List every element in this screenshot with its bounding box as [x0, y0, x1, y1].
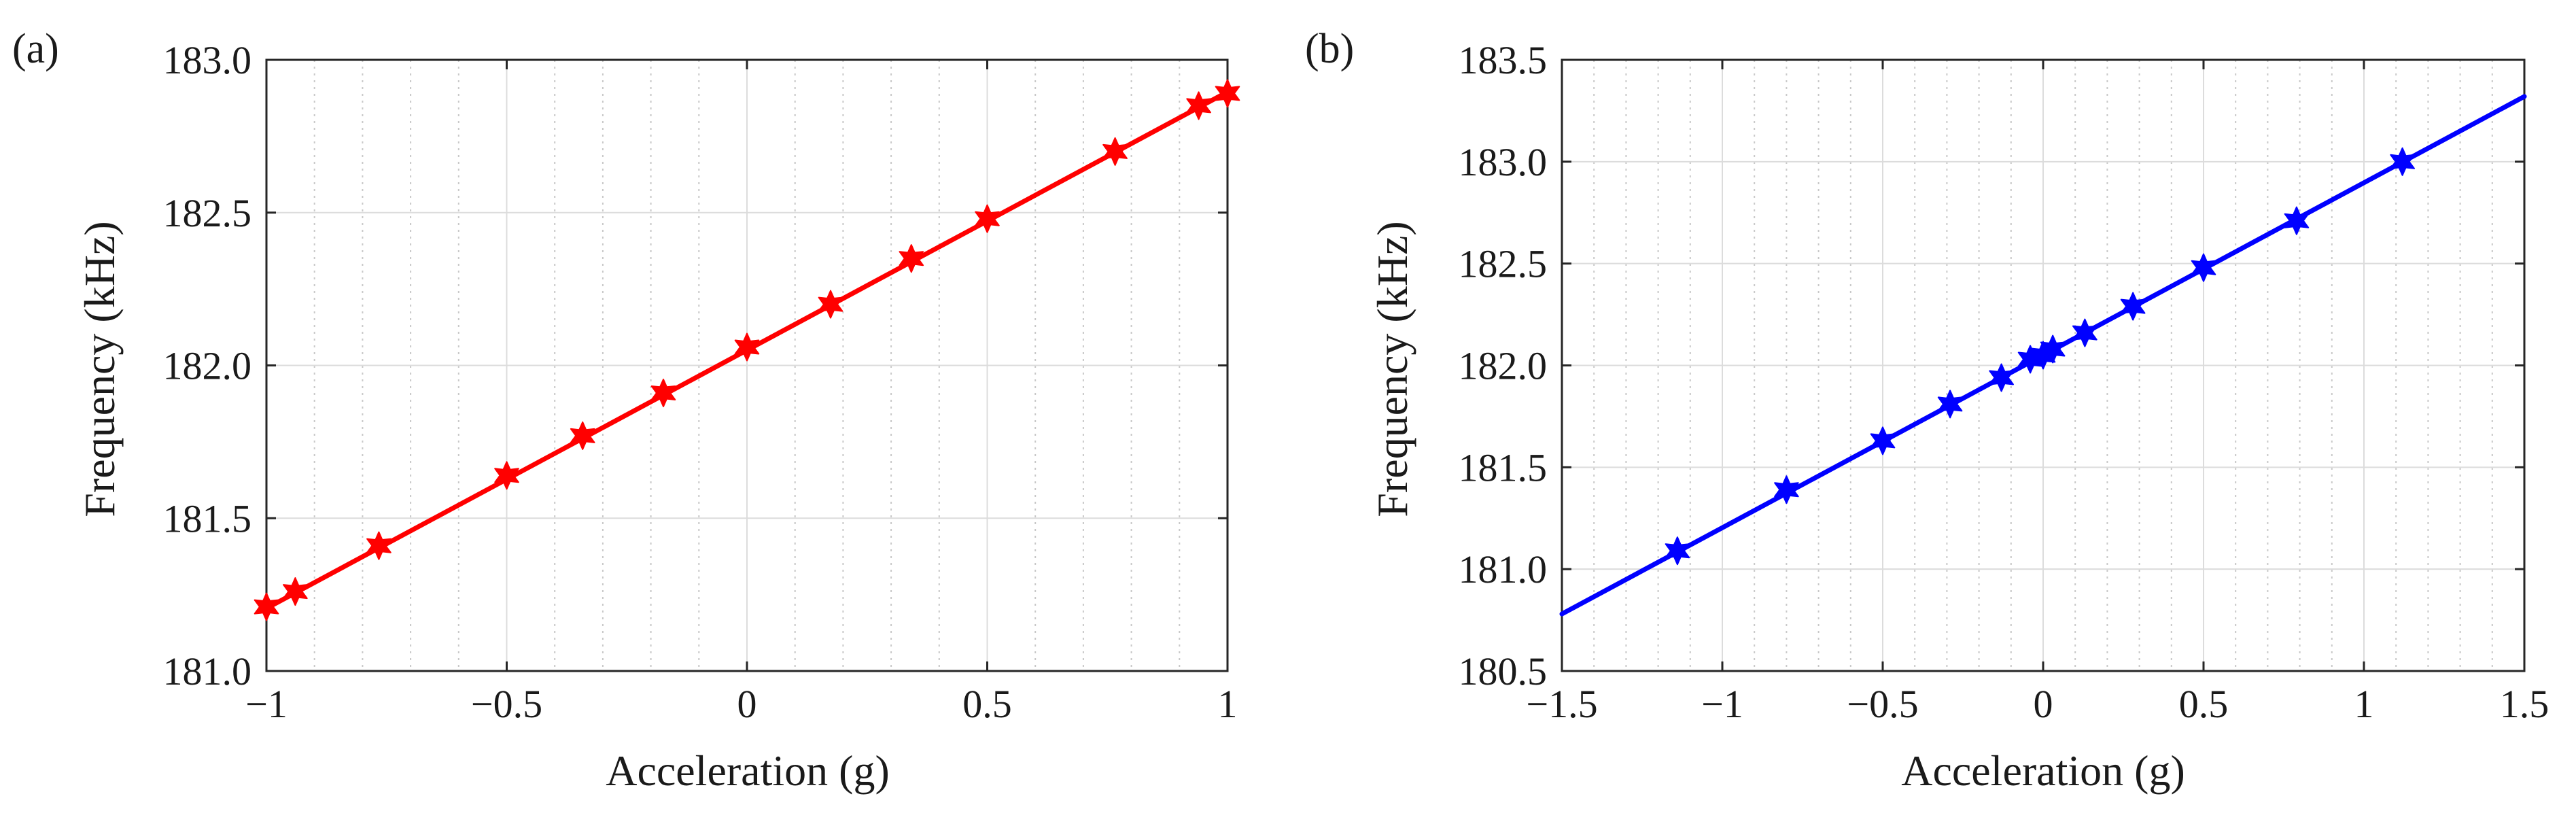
- panel-a-data-point: [734, 332, 760, 362]
- panel-b-ylabel: Frequency (kHz): [1368, 221, 1416, 517]
- panel-b: (b) −1.5 −1 −0.5 0 0.5 1 1.5 180.5 181.0 181.5 182…: [1305, 26, 2549, 795]
- panel-a-ytick-label: 181.0: [163, 649, 252, 693]
- panel-a-data-point: [899, 244, 924, 273]
- panel-a-data-point: [494, 461, 519, 490]
- panel-b-xtick-label: 1: [2354, 682, 2374, 726]
- panel-b-xtick-label: 1.5: [2500, 682, 2549, 726]
- panel-a-ylabel: Frequency (kHz): [75, 221, 124, 517]
- panel-b-data-point: [2120, 292, 2146, 321]
- panel-b-data-point: [1870, 426, 1896, 455]
- panel-a-xlabel: Acceleration (g): [606, 746, 890, 795]
- panel-a-data-point: [818, 290, 843, 319]
- panel-b-data-point: [2072, 318, 2098, 347]
- panel-a-data-point: [1215, 79, 1240, 108]
- panel-b-ticks: −1.5 −1 −0.5 0 0.5 1 1.5 180.5 181.0 181.5 182.0 18…: [1459, 38, 2549, 726]
- panel-b-data-point: [2191, 253, 2216, 282]
- panel-b-xlabel: Acceleration (g): [1901, 746, 2185, 795]
- panel-a-ytick-label: 183.0: [163, 38, 252, 82]
- panel-a-xtick-label: 1: [1218, 682, 1238, 726]
- panel-a-label: (a): [12, 26, 59, 72]
- panel-b-xtick-label: 0.5: [2179, 682, 2229, 726]
- panel-a-xtick-label: −0.5: [471, 682, 542, 726]
- panel-a-data-point: [1186, 91, 1211, 120]
- panel-b-ytick-label: 181.0: [1459, 547, 1548, 591]
- panel-a-ytick-label: 182.0: [163, 344, 252, 388]
- panel-a-data-point: [254, 592, 279, 621]
- panel-a-data-point: [975, 204, 1000, 233]
- panel-a-data-point: [1102, 137, 1128, 166]
- panel-b-ytick-label: 180.5: [1459, 649, 1548, 693]
- panel-a-data-point: [283, 577, 308, 606]
- panel-b-xtick-label: −1: [1701, 682, 1743, 726]
- panel-b-data-point: [1774, 475, 1799, 504]
- panel-a-xtick-label: 0.5: [962, 682, 1012, 726]
- panel-a-data-point: [366, 531, 391, 560]
- panel-a-xtick-label: −1: [245, 682, 288, 726]
- panel-b-data-point: [2284, 206, 2310, 235]
- panel-a: (a) −1 −0.5 0 0.5 1 181.0 181.5 182.0 182.5 183.0…: [12, 26, 1240, 795]
- panel-b-data-point: [2040, 334, 2066, 364]
- panel-a-ytick-label: 181.5: [163, 496, 252, 540]
- panel-b-xtick-label: −1.5: [1526, 682, 1597, 726]
- panel-b-data-point: [1989, 363, 2014, 392]
- panel-b-xtick-label: −0.5: [1847, 682, 1918, 726]
- panel-b-ytick-label: 182.0: [1459, 344, 1548, 388]
- panel-b-ytick-label: 183.0: [1459, 140, 1548, 184]
- panel-b-xtick-label: 0: [2034, 682, 2053, 726]
- panel-b-data-point: [1665, 536, 1690, 566]
- panel-b-ytick-label: 181.5: [1459, 445, 1548, 489]
- panel-a-data-point: [570, 421, 595, 450]
- panel-a-data: [254, 79, 1240, 621]
- panel-b-data-point: [1937, 390, 1963, 419]
- panel-b-data-point: [2390, 147, 2415, 176]
- panel-a-grid: [266, 59, 1228, 672]
- panel-b-ytick-label: 183.5: [1459, 38, 1548, 82]
- panel-b-data: [1559, 94, 2527, 617]
- panel-b-ytick-label: 182.5: [1459, 242, 1548, 286]
- panel-a-data-point: [650, 379, 676, 407]
- panel-a-ytick-label: 182.5: [163, 191, 252, 235]
- panel-b-label: (b): [1305, 26, 1354, 72]
- panel-a-ticks: −1 −0.5 0 0.5 1 181.0 181.5 182.0 182.5 183.0: [163, 38, 1238, 726]
- panel-a-xtick-label: 0: [737, 682, 757, 726]
